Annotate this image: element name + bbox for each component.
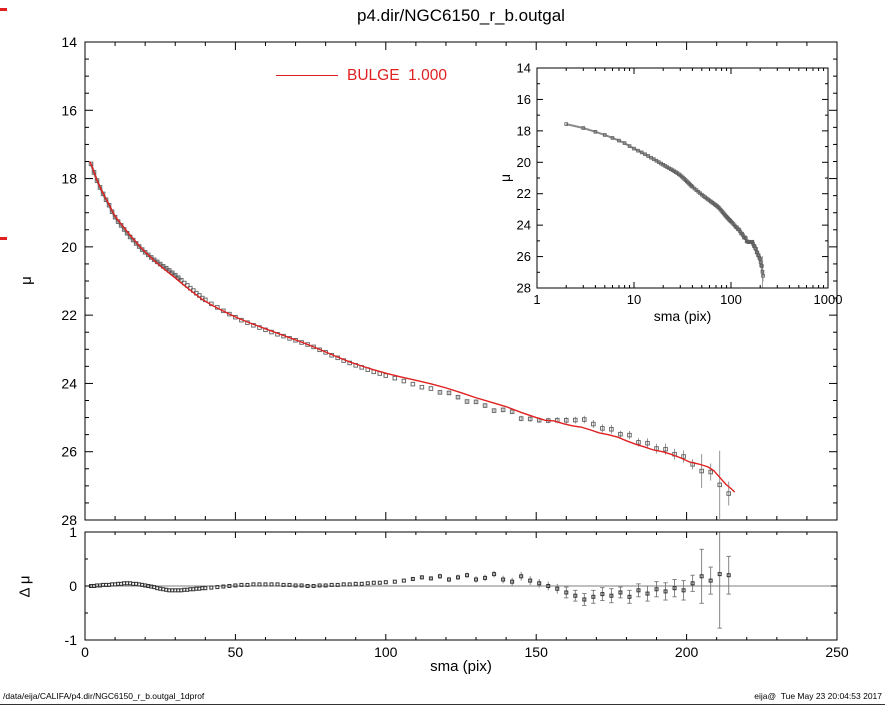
inset-panel: 1 10 100 1000 14 16 18 20 22 24 26 28 [517,61,843,308]
svg-text:24: 24 [517,218,531,233]
svg-text:14: 14 [517,61,531,76]
main-y-axis-label: μ [17,276,35,285]
svg-text:16: 16 [61,102,77,118]
svg-text:150: 150 [525,644,549,660]
svg-text:-1: -1 [65,632,78,648]
x-axis-label: sma (pix) [430,658,492,675]
svg-text:1000: 1000 [814,292,843,307]
svg-text:20: 20 [61,239,77,255]
svg-text:200: 200 [675,644,699,660]
print-mark-top [0,8,7,11]
bulge-model-line [88,161,736,493]
svg-text:50: 50 [228,644,244,660]
svg-text:18: 18 [517,123,531,138]
svg-text:22: 22 [61,307,77,323]
svg-text:24: 24 [61,375,77,391]
legend-label: BULGE 1.000 [347,67,447,84]
svg-text:100: 100 [374,644,398,660]
svg-text:0: 0 [81,644,89,660]
residual-y-axis-label: Δ μ [16,575,34,598]
main-data-band [89,163,183,282]
legend-model-line [276,75,338,76]
svg-text:1: 1 [69,524,77,540]
svg-text:26: 26 [61,444,77,460]
footer-divider [0,704,885,705]
svg-text:100: 100 [720,292,742,307]
svg-text:250: 250 [825,644,849,660]
main-panel: 14 16 18 20 22 24 26 28 [61,34,838,528]
print-mark-mid [0,237,7,240]
svg-text:28: 28 [61,512,77,528]
svg-text:1: 1 [533,292,540,307]
footer-file-path: /data/eija/CALIFA/p4.dir/NGC6150_r_b.out… [3,691,205,701]
svg-text:16: 16 [517,92,531,107]
svg-text:22: 22 [517,186,531,201]
svg-text:14: 14 [61,34,77,50]
inset-x-axis-label: sma (pix) [653,308,712,324]
svg-text:18: 18 [61,171,77,187]
inset-y-axis-label: μ [497,173,514,183]
svg-text:28: 28 [517,281,531,296]
svg-text:10: 10 [627,292,641,307]
svg-text:20: 20 [517,155,531,170]
residual-panel: 0 50 100 150 200 250-101 [65,524,849,660]
svg-text:26: 26 [517,249,531,264]
svg-text:0: 0 [69,578,77,594]
footer-user-timestamp: eija@ Tue May 23 20:04:53 2017 [754,691,882,701]
plot-title: p4.dir/NGC6150_r_b.outgal [357,6,565,25]
